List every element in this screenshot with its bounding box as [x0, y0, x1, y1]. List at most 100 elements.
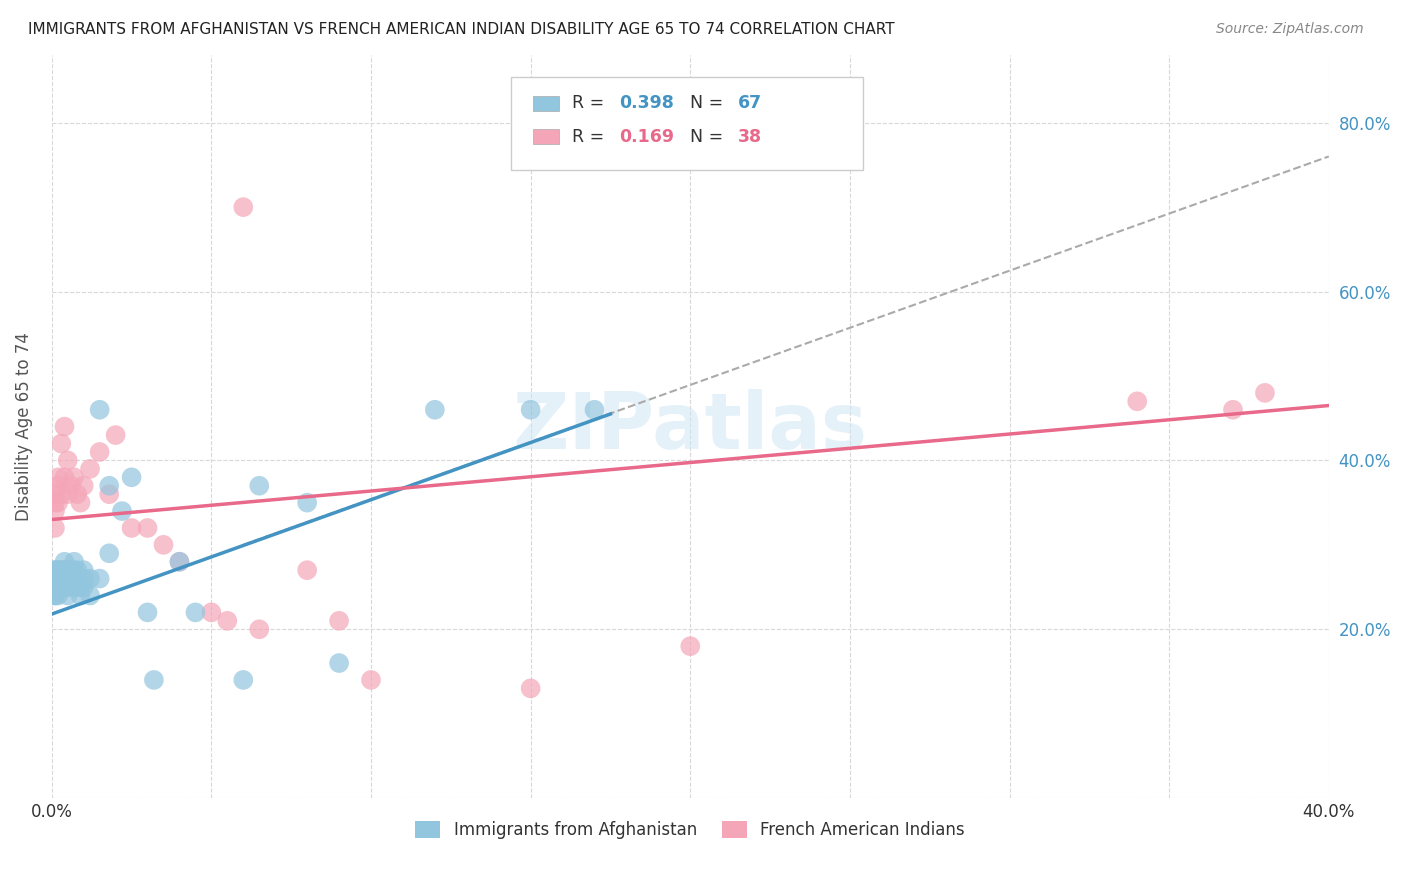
Point	[136, 606, 159, 620]
Point	[56, 589, 79, 603]
Point	[169, 555, 191, 569]
Point	[53, 470, 76, 484]
Point	[51, 436, 73, 450]
Point	[46, 572, 69, 586]
Point	[583, 402, 606, 417]
Text: 0.169: 0.169	[619, 128, 673, 146]
Point	[56, 572, 79, 586]
Point	[51, 563, 73, 577]
Point	[184, 606, 207, 620]
Point	[217, 614, 239, 628]
Point	[63, 572, 86, 586]
Point	[51, 580, 73, 594]
Point	[73, 563, 96, 577]
Point	[98, 546, 121, 560]
Point	[44, 504, 66, 518]
Point	[121, 521, 143, 535]
Point	[44, 563, 66, 577]
Point	[1254, 385, 1277, 400]
Point	[46, 580, 69, 594]
Point	[89, 402, 111, 417]
Point	[295, 495, 318, 509]
FancyBboxPatch shape	[512, 78, 863, 170]
Point	[79, 462, 101, 476]
Point	[44, 589, 66, 603]
Point	[46, 580, 69, 594]
Point	[44, 521, 66, 535]
Point	[59, 580, 82, 594]
Point	[89, 445, 111, 459]
Point	[51, 572, 73, 586]
Point	[360, 673, 382, 687]
Point	[59, 479, 82, 493]
Point	[53, 563, 76, 577]
Point	[69, 580, 91, 594]
Point	[152, 538, 174, 552]
Text: ZIPatlas: ZIPatlas	[513, 389, 868, 465]
Point	[423, 402, 446, 417]
Point	[66, 563, 89, 577]
Point	[328, 656, 350, 670]
Point	[679, 639, 702, 653]
Point	[46, 563, 69, 577]
Point	[79, 572, 101, 586]
Text: R =: R =	[571, 95, 609, 112]
Point	[53, 580, 76, 594]
Point	[46, 589, 69, 603]
Text: R =: R =	[571, 128, 609, 146]
Point	[66, 580, 89, 594]
Point	[53, 572, 76, 586]
Point	[51, 563, 73, 577]
Point	[63, 470, 86, 484]
Point	[519, 681, 541, 696]
Point	[73, 580, 96, 594]
Point	[44, 580, 66, 594]
Point	[328, 614, 350, 628]
Point	[44, 572, 66, 586]
Point	[66, 487, 89, 501]
Point	[1126, 394, 1149, 409]
Point	[53, 419, 76, 434]
Point	[136, 521, 159, 535]
Text: IMMIGRANTS FROM AFGHANISTAN VS FRENCH AMERICAN INDIAN DISABILITY AGE 65 TO 74 CO: IMMIGRANTS FROM AFGHANISTAN VS FRENCH AM…	[28, 22, 894, 37]
Point	[63, 563, 86, 577]
Point	[247, 622, 270, 636]
Point	[51, 572, 73, 586]
Point	[247, 479, 270, 493]
Y-axis label: Disability Age 65 to 74: Disability Age 65 to 74	[15, 332, 32, 521]
Point	[69, 495, 91, 509]
Text: 67: 67	[738, 95, 762, 112]
Point	[51, 487, 73, 501]
Point	[200, 606, 222, 620]
Point	[44, 487, 66, 501]
Point	[46, 572, 69, 586]
Point	[1222, 402, 1244, 417]
Point	[53, 555, 76, 569]
Point	[46, 572, 69, 586]
Text: N =: N =	[690, 128, 730, 146]
Point	[44, 580, 66, 594]
Point	[98, 479, 121, 493]
Point	[44, 495, 66, 509]
Point	[44, 572, 66, 586]
Point	[142, 673, 165, 687]
Point	[232, 200, 254, 214]
Point	[69, 589, 91, 603]
Point	[46, 495, 69, 509]
Point	[121, 470, 143, 484]
Bar	[533, 129, 558, 145]
Point	[59, 572, 82, 586]
Point	[519, 402, 541, 417]
Point	[56, 580, 79, 594]
Point	[44, 580, 66, 594]
Point	[51, 580, 73, 594]
Text: 0.398: 0.398	[619, 95, 673, 112]
Point	[98, 487, 121, 501]
Point	[63, 555, 86, 569]
Point	[44, 589, 66, 603]
Point	[46, 479, 69, 493]
Point	[46, 470, 69, 484]
Point	[73, 572, 96, 586]
Point	[169, 555, 191, 569]
Point	[104, 428, 127, 442]
